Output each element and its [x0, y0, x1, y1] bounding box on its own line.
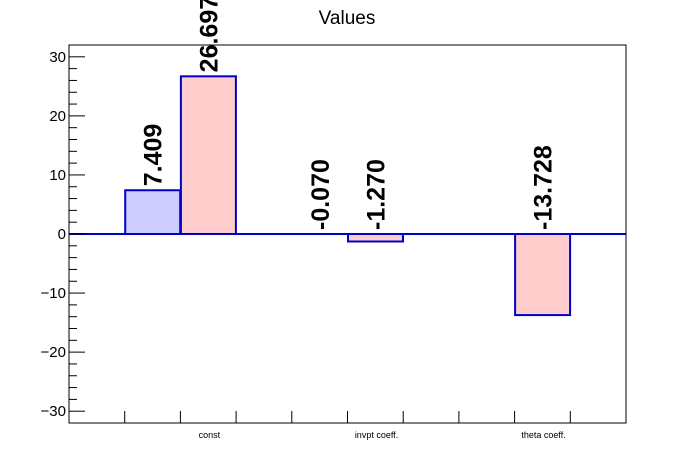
x-category-label: invpt coeff. [355, 430, 398, 440]
y-tick-label: −20 [41, 344, 66, 361]
data-label: -1.270 [363, 159, 391, 230]
bars-layer [124, 75, 572, 317]
chart-title: Values [319, 8, 376, 29]
data-label: -0.070 [307, 159, 335, 230]
y-tick-label: −10 [41, 285, 66, 302]
y-tick-label: 20 [49, 108, 66, 125]
y-tick-label: 10 [49, 167, 66, 184]
y-tick-label: 30 [49, 49, 66, 66]
data-label: 7.409 [140, 124, 168, 187]
data-labels-layer: 7.409 26.697 -0.070 -1.270 -13.728 [140, 0, 558, 230]
x-category-label: theta coeff. [521, 430, 565, 440]
data-label: -13.728 [530, 145, 558, 230]
x-category-label: const [199, 430, 221, 440]
bar-1-const [124, 189, 182, 236]
data-label: 26.697 [195, 0, 223, 72]
y-tick-label: 0 [58, 226, 66, 243]
y-tick-label: −30 [41, 403, 66, 420]
bar-2-invpt-coeff- [347, 233, 404, 243]
axes-layer: −30 −20 −10 0 10 20 30 const invpt coeff. theta c… [41, 44, 627, 440]
bar-2-const [179, 75, 237, 235]
bar-2-theta-coeff- [514, 233, 572, 317]
